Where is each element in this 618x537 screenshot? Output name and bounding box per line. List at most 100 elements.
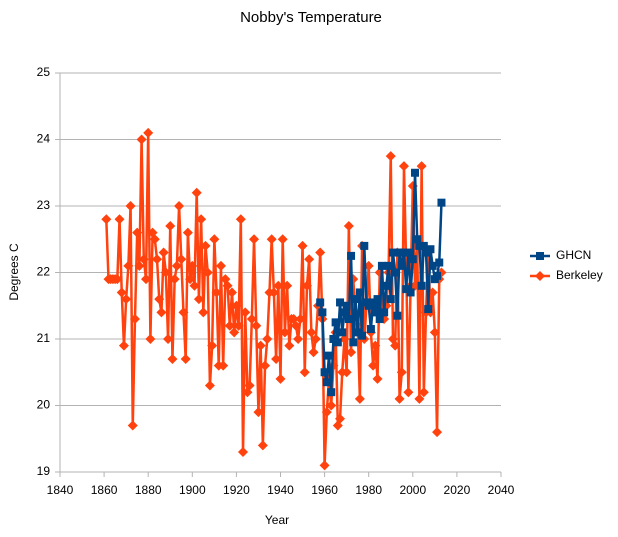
data-point: [351, 295, 360, 304]
data-point: [336, 298, 345, 307]
x-tick-label: 1840: [47, 483, 74, 497]
data-point: [229, 327, 240, 338]
data-point: [273, 280, 284, 291]
data-point: [417, 281, 426, 290]
data-point: [140, 274, 151, 285]
data-point: [143, 127, 154, 138]
data-point: [371, 308, 380, 317]
legend-label: GHCN: [556, 248, 591, 262]
data-point: [390, 340, 401, 351]
data-point: [165, 220, 176, 231]
y-tick-label: 25: [37, 65, 51, 79]
legend-marker: [535, 271, 545, 281]
data-point: [118, 340, 129, 351]
data-point: [218, 360, 229, 371]
data-point: [308, 347, 319, 358]
series-line: [318, 172, 443, 393]
data-point: [129, 314, 140, 325]
data-point: [240, 307, 251, 318]
y-tick-label: 19: [37, 464, 51, 478]
data-point: [355, 288, 364, 297]
data-point: [226, 287, 237, 298]
data-point: [370, 340, 381, 351]
data-point: [295, 314, 306, 325]
data-point: [331, 318, 340, 327]
data-point: [358, 331, 367, 340]
data-point: [299, 367, 310, 378]
data-point: [235, 214, 246, 225]
data-point: [145, 334, 156, 344]
data-point: [189, 280, 200, 291]
data-point: [187, 260, 198, 271]
y-tick-label: 23: [37, 198, 51, 212]
data-point: [293, 334, 304, 344]
data-point: [224, 320, 235, 331]
data-point: [171, 260, 182, 271]
x-tick-label: 1940: [267, 483, 294, 497]
data-point: [306, 327, 317, 338]
data-point: [297, 240, 308, 251]
data-point: [424, 305, 433, 314]
legend-marker: [536, 252, 544, 260]
data-point: [372, 373, 383, 384]
data-point: [185, 274, 196, 285]
chart-title: Nobby's Temperature: [240, 9, 382, 26]
data-point: [174, 201, 185, 211]
data-point: [123, 260, 134, 271]
data-point: [410, 280, 421, 291]
data-point: [279, 327, 290, 338]
data-point: [402, 285, 411, 294]
data-point: [253, 407, 264, 418]
data-point: [321, 407, 332, 418]
x-tick-label: 2000: [399, 483, 426, 497]
data-point: [432, 427, 443, 438]
data-point: [134, 260, 145, 271]
data-point: [200, 240, 211, 251]
data-point: [132, 227, 143, 238]
data-point: [196, 214, 207, 225]
data-point: [282, 280, 293, 291]
data-point: [163, 334, 174, 344]
data-point: [231, 300, 242, 311]
data-point: [152, 254, 163, 265]
data-point: [268, 287, 279, 298]
data-point: [262, 334, 273, 344]
x-tick-label: 1880: [135, 483, 162, 497]
data-point: [310, 334, 321, 344]
data-point: [251, 320, 262, 331]
data-point: [393, 311, 402, 320]
data-point: [398, 161, 409, 172]
data-point: [198, 307, 209, 318]
data-point: [101, 214, 112, 225]
x-tick-label: 1920: [223, 483, 250, 497]
data-point: [406, 288, 415, 297]
x-tick-label: 2020: [444, 483, 471, 497]
data-point: [215, 260, 226, 271]
data-point: [413, 235, 422, 244]
data-point: [222, 280, 233, 291]
data-point: [341, 367, 352, 378]
data-point: [382, 281, 391, 290]
data-point: [319, 460, 330, 471]
data-point: [415, 241, 424, 250]
data-point: [202, 267, 213, 278]
data-point: [318, 308, 327, 317]
data-point: [375, 315, 384, 324]
data-point: [397, 261, 406, 270]
data-point: [158, 247, 169, 258]
data-point: [193, 294, 204, 305]
data-point: [346, 347, 357, 358]
data-point: [366, 325, 375, 334]
data-point: [388, 248, 397, 257]
data-point: [136, 134, 147, 145]
data-point: [304, 254, 315, 265]
data-point: [244, 380, 255, 391]
data-point: [316, 298, 325, 307]
y-tick-label: 20: [37, 398, 51, 412]
data-point: [404, 248, 413, 257]
data-point: [360, 241, 369, 250]
data-point: [121, 294, 132, 305]
data-point: [114, 214, 125, 225]
data-point: [344, 315, 353, 324]
data-point: [384, 261, 393, 270]
